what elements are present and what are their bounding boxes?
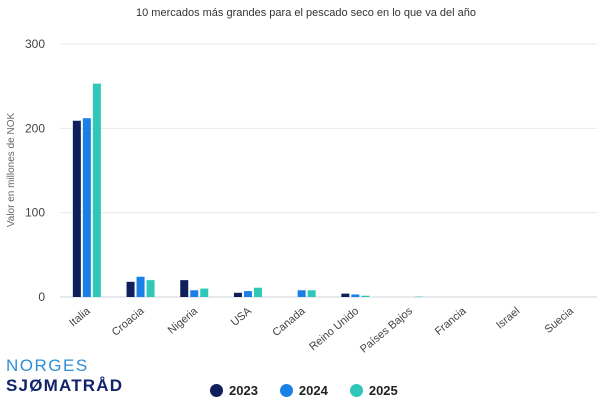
brand-logo-line1: NORGES (6, 356, 89, 375)
bar-2024-italia[interactable] (82, 118, 91, 297)
bar-2024-croacia[interactable] (136, 276, 145, 297)
legend: 2023 2024 2025 (210, 383, 398, 398)
bar-2023-nigeria[interactable] (180, 280, 189, 297)
legend-swatch-2023 (210, 384, 223, 397)
bar-2023-reino-unido[interactable] (341, 293, 350, 297)
y-tick-label: 0 (38, 290, 45, 304)
x-tick-label: Israel (494, 305, 522, 331)
legend-label-2023: 2023 (229, 383, 258, 398)
chart-title: 10 mercados más grandes para el pescado … (136, 7, 476, 19)
y-tick-label: 100 (25, 206, 45, 220)
legend-swatch-2024 (279, 384, 293, 397)
bar-2024-usa[interactable] (243, 291, 252, 297)
bar-2023-croacia[interactable] (126, 281, 135, 297)
bar-2024-nigeria[interactable] (190, 290, 199, 297)
legend-item-2024[interactable]: 2024 (279, 383, 328, 398)
x-tick-label: USA (229, 305, 255, 329)
bar-2025-croacia[interactable] (146, 280, 155, 297)
y-tick-label: 200 (25, 121, 45, 135)
brand-logo-line2: SJØMATRÅD (6, 376, 124, 395)
legend-label-2024: 2024 (298, 383, 328, 398)
x-tick-label: Canada (270, 305, 308, 340)
bar-2023-usa[interactable] (233, 292, 242, 297)
bar-2025-nigeria[interactable] (200, 288, 209, 297)
bar-2025-reino-unido[interactable] (361, 295, 370, 297)
bar-2024-canada[interactable] (297, 290, 306, 297)
legend-item-2025[interactable]: 2025 (349, 383, 398, 398)
x-tick-label: Italia (67, 305, 93, 330)
bar-2025-italia[interactable] (92, 83, 101, 298)
bar-2025-canada[interactable] (307, 290, 316, 297)
legend-item-2023[interactable]: 2023 (210, 383, 258, 398)
x-tick-label: Suecia (543, 305, 577, 336)
legend-swatch-2025 (349, 384, 363, 397)
bar-2023-italia[interactable] (72, 120, 81, 297)
bar-2025-usa[interactable] (253, 287, 262, 297)
x-tick-label: Reino Unido (307, 305, 361, 353)
x-tick-label: Países Bajos (358, 305, 415, 356)
bar-2024-reino-unido[interactable] (351, 294, 360, 297)
bar-2025-países-bajos[interactable] (415, 296, 424, 298)
x-tick-label: Francia (433, 305, 469, 338)
y-tick-label: 300 (25, 37, 45, 51)
x-tick-label: Nigeria (166, 305, 201, 337)
y-axis-label: Valor en millones de NOK (6, 113, 17, 228)
legend-label-2025: 2025 (368, 383, 398, 398)
x-tick-label: Croacia (110, 305, 147, 339)
